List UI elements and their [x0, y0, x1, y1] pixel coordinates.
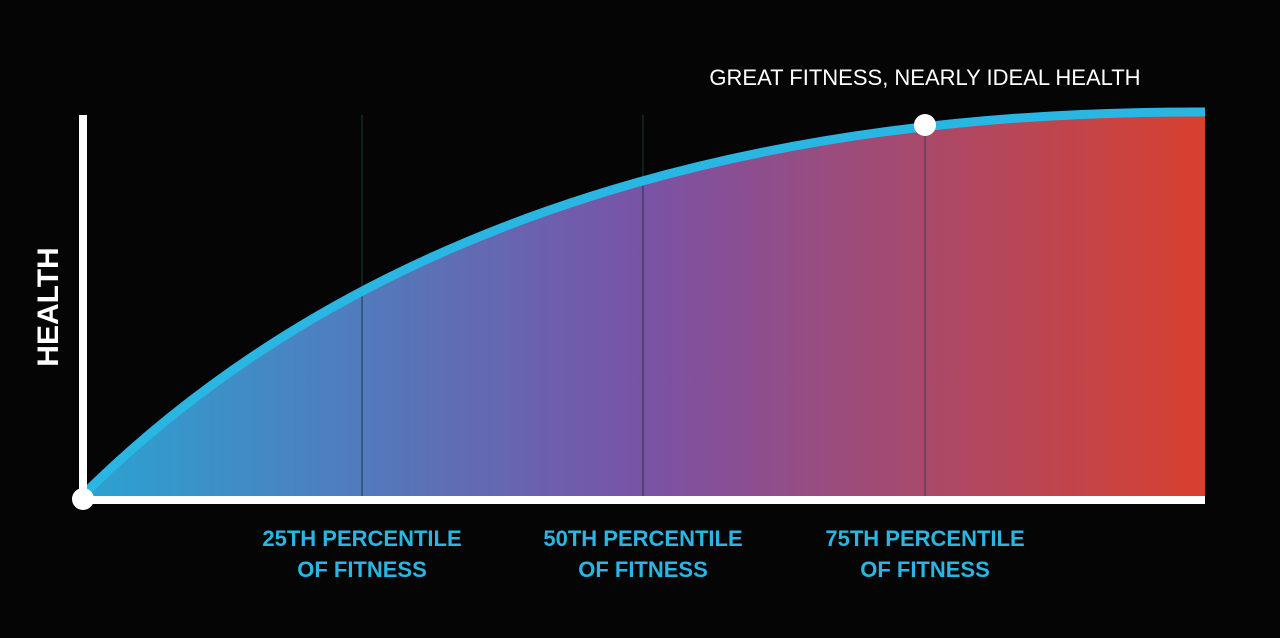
origin-point — [72, 488, 94, 510]
x-label: 50TH PERCENTILE — [543, 526, 742, 551]
x-label: OF FITNESS — [297, 557, 427, 582]
x-label: OF FITNESS — [578, 557, 708, 582]
x-label: 75TH PERCENTILE — [825, 526, 1024, 551]
x-label: OF FITNESS — [860, 557, 990, 582]
x-label: 25TH PERCENTILE — [262, 526, 461, 551]
curve — [79, 107, 1206, 499]
y-axis-label: HEALTH — [32, 247, 65, 366]
annotation: GREAT FITNESS, NEARLY IDEAL HEALTH — [709, 65, 1140, 90]
highlight-point — [914, 114, 936, 136]
